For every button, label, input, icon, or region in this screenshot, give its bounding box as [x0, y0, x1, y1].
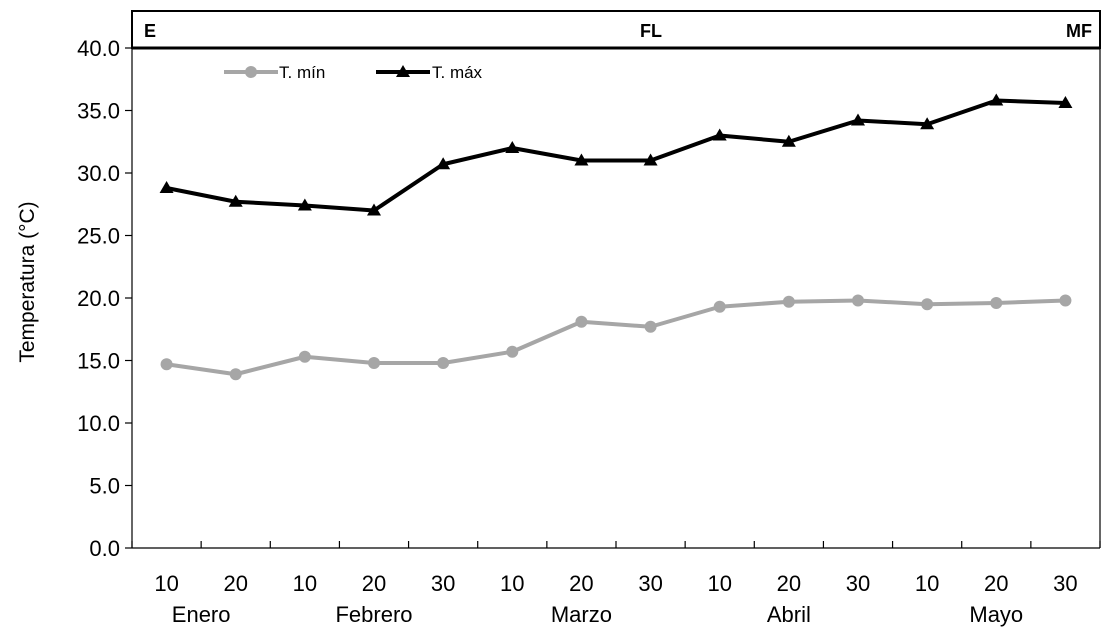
data-point [436, 157, 451, 170]
series-tmin [160, 294, 1072, 381]
month-label: Mayo [969, 602, 1023, 627]
y-tick-label: 15.0 [77, 349, 120, 374]
x-tick-label: 30 [1053, 571, 1077, 596]
month-label: Febrero [335, 602, 412, 627]
series-layer [159, 93, 1073, 381]
x-tick-label: 20 [984, 571, 1008, 596]
y-tick-label: 40.0 [77, 36, 120, 61]
x-tick-label: 10 [293, 571, 317, 596]
data-point [990, 297, 1003, 309]
data-point [643, 153, 658, 166]
data-point [989, 93, 1004, 106]
stage-label-fl: FL [640, 21, 662, 41]
data-point [575, 315, 588, 328]
month-label: Enero [172, 602, 231, 627]
x-tick-label: 10 [915, 571, 939, 596]
y-ticks: 0.0 5.0 10.0 15.0 20.0 25.0 30.0 35.0 40.0 [77, 36, 132, 561]
data-point [644, 320, 657, 333]
data-point [851, 113, 865, 126]
x-tick-label: 30 [431, 571, 455, 596]
data-point [781, 134, 796, 147]
data-point [506, 345, 519, 358]
data-point [1059, 294, 1072, 307]
y-tick-label: 5.0 [89, 474, 120, 499]
y-axis-title: Temperatura (°C) [16, 201, 39, 362]
y-tick-label: 35.0 [77, 99, 120, 124]
data-point [228, 194, 243, 207]
x-tick-label: 30 [846, 571, 870, 596]
x-tick-label: 10 [707, 571, 731, 596]
data-point [368, 357, 380, 369]
x-tick-label: 20 [569, 571, 593, 596]
x-tick-label: 20 [362, 571, 386, 596]
stage-label-mf: MF [1066, 21, 1092, 41]
y-tick-label: 30.0 [77, 161, 120, 186]
y-tick-label: 25.0 [77, 224, 120, 249]
y-tick-label: 10.0 [77, 411, 120, 436]
y-tick-label: 0.0 [89, 536, 120, 561]
x-tick-label: 10 [500, 571, 524, 596]
data-point [921, 298, 934, 311]
y-tick-label: 20.0 [77, 286, 120, 311]
data-point [159, 181, 174, 193]
legend-item-tmin: T. mín [224, 63, 325, 82]
data-point [367, 203, 381, 216]
data-point [852, 294, 864, 307]
series-line [166, 298, 1066, 377]
data-point [920, 117, 935, 130]
month-label: Marzo [551, 602, 612, 627]
legend: T. mín T. máx [224, 63, 483, 82]
data-point [782, 295, 795, 308]
data-point [712, 128, 727, 141]
legend-tmax-label: T. máx [432, 63, 483, 82]
series-line [166, 98, 1066, 213]
stage-label-e: E [144, 21, 156, 41]
data-point [437, 357, 450, 369]
data-point [298, 350, 311, 363]
month-label: Abril [767, 602, 811, 627]
legend-tmin-marker [245, 66, 257, 78]
data-point [1058, 96, 1073, 108]
x-tick-label: 10 [154, 571, 178, 596]
x-tick-label: 20 [777, 571, 801, 596]
data-point [297, 198, 312, 211]
data-point [574, 153, 589, 166]
legend-item-tmax: T. máx [376, 63, 483, 82]
series-tmax [159, 93, 1073, 216]
legend-tmin-label: T. mín [279, 63, 325, 82]
month-labels: Enero Febrero Marzo Abril Mayo [172, 602, 1023, 627]
legend-tmax-marker [396, 65, 410, 77]
data-point [505, 141, 520, 153]
x-tick-label: 20 [223, 571, 247, 596]
data-point [229, 368, 242, 381]
data-point [160, 358, 173, 371]
data-point [713, 300, 726, 313]
stage-band [131, 10, 1101, 49]
x-tick-label: 30 [638, 571, 662, 596]
x-ticks: 10 20 10 20 30 10 20 30 10 20 30 10 20 30 [131, 541, 1101, 596]
